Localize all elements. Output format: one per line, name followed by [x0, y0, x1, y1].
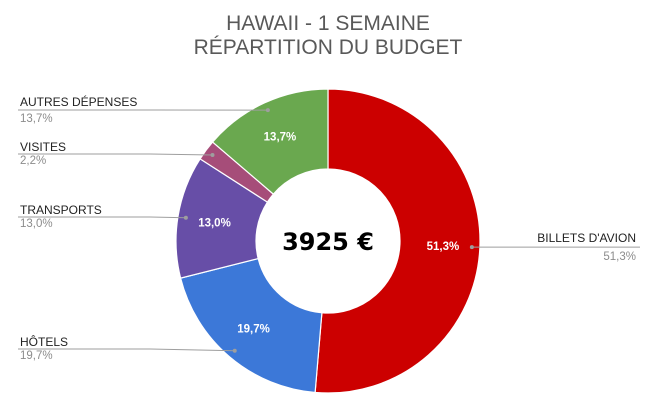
legend-label-visites: VISITES: [20, 140, 66, 154]
legend-label-billets-d-avion: BILLETS D'AVION: [537, 231, 636, 245]
legend-label-autres-depenses: AUTRES DÉPENSES: [20, 94, 137, 109]
slice-autres-depenses: [211, 88, 329, 195]
legend-label-hotels: HÔTELS: [20, 334, 68, 349]
slice-label-transports: 13,0%: [198, 217, 231, 229]
slice-labels-layer: 51,3% 19,7% 13,0% 13,7%: [198, 132, 459, 336]
legend-value-transports: 13,0%: [20, 218, 53, 230]
legend-value-autres-depenses: 13,7%: [20, 113, 53, 125]
legend-value-billets-d-avion: 51,3%: [603, 251, 636, 263]
slices-layer: [175, 88, 481, 394]
center-total: 3925 €: [282, 228, 374, 256]
leader-line-transports: [18, 216, 186, 219]
legend-value-hotels: 19,7%: [20, 350, 53, 362]
leader-line-hotels: [18, 348, 235, 352]
legend-value-visites: 2,2%: [20, 155, 46, 167]
slice-label-billets-d-avion: 51,3%: [427, 241, 460, 253]
chart-title-line-1: HAWAII - 1 SEMAINE: [226, 12, 430, 35]
chart-title-line-2: RÉPARTITION DU BUDGET: [194, 36, 463, 59]
slice-billets-d-avion: [314, 88, 481, 394]
leader-line-visites: [18, 153, 213, 156]
slice-hotels: [179, 257, 323, 394]
slice-label-autres-depenses: 13,7%: [264, 132, 297, 144]
slice-label-hotels: 19,7%: [237, 324, 270, 336]
leader-legend-layer: BILLETS D'AVION51,3%HÔTELS19,7%TRANSPORT…: [18, 94, 640, 362]
legend-label-transports: TRANSPORTS: [20, 203, 102, 217]
